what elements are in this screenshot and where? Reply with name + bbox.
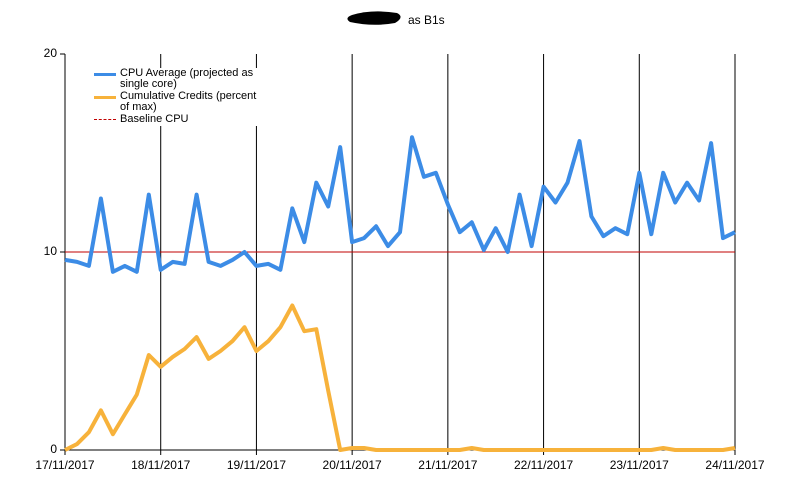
legend-item: Baseline CPU <box>90 114 265 125</box>
x-tick-label: 23/11/2017 <box>610 458 669 472</box>
legend-swatch <box>94 96 116 99</box>
series-line <box>64 135 736 274</box>
legend: CPU Average (projected as single core) Cu… <box>90 68 265 126</box>
x-tick-label: 21/11/2017 <box>418 458 477 472</box>
legend-swatch <box>94 73 116 76</box>
x-tick-label: 19/11/2017 <box>227 458 286 472</box>
chart-title: as B1s <box>408 13 445 27</box>
x-tick-label: 24/11/2017 <box>705 458 764 472</box>
legend-swatch <box>94 119 116 120</box>
y-tick-label: 20 <box>44 46 58 60</box>
series-line <box>64 303 736 452</box>
y-tick-label: 0 <box>50 442 57 456</box>
legend-label: Baseline CPU <box>120 113 189 125</box>
x-tick-label: 17/11/2017 <box>35 458 94 472</box>
x-tick-label: 20/11/2017 <box>323 458 382 472</box>
x-tick-label: 22/11/2017 <box>514 458 573 472</box>
y-tick-label: 10 <box>44 244 58 258</box>
legend-label: CPU Average (projected as single core) <box>120 67 254 90</box>
x-tick-label: 18/11/2017 <box>131 458 190 472</box>
legend-item: Cumulative Credits (percent of max) <box>90 91 265 113</box>
legend-label: Cumulative Credits (percent of max) <box>120 90 257 113</box>
legend-item: CPU Average (projected as single core) <box>90 68 265 90</box>
redaction <box>347 11 401 25</box>
